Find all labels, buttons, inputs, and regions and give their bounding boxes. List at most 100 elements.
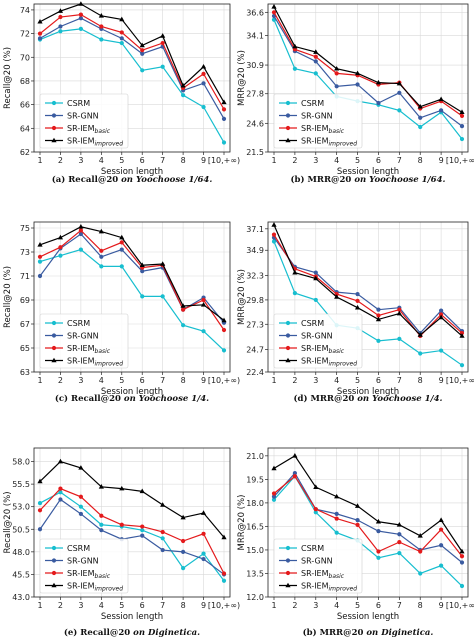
x-tick-label: 4 [334, 156, 339, 165]
x-tick-label: 7 [160, 156, 165, 165]
y-tick-label: 34.1 [246, 31, 264, 40]
data-point [313, 49, 319, 54]
data-point [375, 518, 382, 524]
data-point [37, 36, 43, 41]
legend-entry: SR-IEMbasic [301, 344, 345, 355]
y-tick-label: 64 [20, 124, 30, 133]
y-tick-label: 62 [20, 148, 30, 157]
legend-entry: SR-IEMbasic [67, 569, 111, 580]
data-point [181, 538, 186, 544]
y-tick-label: 21.5 [246, 148, 264, 157]
series-line-SR-IEMimproved [39, 226, 225, 321]
caption-part: (e) [64, 627, 80, 638]
data-point [181, 307, 186, 312]
data-point [37, 273, 43, 279]
y-tick-label: 37.1 [246, 225, 264, 234]
x-tick-label: 5 [119, 601, 124, 610]
data-point [376, 549, 381, 554]
data-point [271, 232, 277, 237]
x-tick-label: 4 [99, 156, 104, 165]
legend-swatch-marker [285, 320, 291, 326]
legend-entry-subscript: improved [95, 361, 124, 368]
data-point [271, 222, 277, 227]
x-axis-label: Session length [337, 167, 399, 177]
legend-swatch-marker [51, 320, 57, 326]
plot-frame [33, 447, 231, 598]
legend-swatch-marker [51, 570, 57, 576]
x-tick-label: 5 [355, 376, 360, 385]
data-point [99, 24, 104, 29]
data-point [396, 310, 402, 316]
legend-entry: SR-IEMimproved [301, 357, 357, 368]
caption-part: (d) [293, 393, 310, 404]
y-tick-label: 16.5 [246, 522, 264, 531]
data-point [140, 533, 145, 538]
data-point [292, 43, 298, 49]
legend-box [273, 93, 363, 149]
x-tick-label: 5 [355, 156, 360, 165]
legend-entry: CSRM [301, 99, 324, 108]
x-tick-label: 3 [313, 156, 318, 165]
caption-part: Yoochoose 1/64. [136, 175, 212, 185]
data-point [140, 48, 145, 53]
x-tick-label: 6 [376, 156, 381, 165]
data-point [58, 497, 63, 502]
data-point [160, 502, 166, 507]
data-point [180, 303, 186, 308]
legend-entry: SR-IEMimproved [67, 137, 123, 148]
data-point [459, 109, 465, 115]
x-tick-label: 4 [334, 376, 339, 385]
data-point [99, 522, 104, 527]
caption-part: Recall@20 [68, 175, 121, 185]
x-tick-label: 3 [78, 156, 83, 165]
data-point [37, 508, 43, 513]
data-point [119, 485, 125, 491]
data-point [397, 336, 402, 341]
caption-part: Recall@20 [71, 394, 124, 404]
data-point [438, 517, 444, 522]
legend: CSRM SR-GNN SR-IEMbasic SR-IEMimproved [273, 313, 363, 369]
y-tick-label: 65 [20, 344, 30, 353]
data-point [160, 261, 166, 266]
data-point [334, 294, 340, 299]
x-tick-label: 7 [160, 601, 165, 610]
data-point [99, 248, 104, 253]
legend-box [39, 313, 129, 369]
data-point [201, 71, 206, 76]
data-point [292, 66, 297, 71]
legend-entry: SR-GNN [301, 557, 333, 566]
y-axis-label: MRR@20 (%) [237, 50, 247, 106]
caption-part: on [354, 175, 369, 185]
legend-entry-subscript: basic [329, 573, 345, 580]
series-line-CSRM [39, 491, 225, 582]
series-line-SR-GNN [273, 15, 463, 127]
x-tick-label: 7 [397, 156, 402, 165]
panel-caption: (b) MRR@20 on Diginetica. [303, 627, 434, 638]
caption-part: on [357, 394, 372, 404]
data-point [58, 29, 63, 34]
data-point [37, 242, 43, 247]
y-tick-label: 74 [20, 6, 30, 15]
y-tick-label: 32.3 [246, 272, 264, 281]
x-tick-label: 4 [334, 601, 339, 610]
x-tick-label: 3 [313, 376, 318, 385]
y-tick-label: 58.0 [12, 458, 30, 467]
data-point [160, 547, 165, 553]
data-point [271, 239, 277, 244]
data-point [98, 484, 104, 489]
y-tick-label: 22.4 [246, 368, 264, 377]
data-point [78, 12, 83, 17]
y-tick-label: 43.0 [12, 593, 30, 602]
plot-frame [33, 221, 231, 373]
data-point [439, 308, 444, 313]
data-point [140, 269, 145, 274]
series-line-SR-GNN [39, 498, 225, 575]
data-point [99, 254, 104, 259]
y-tick-label: 63 [20, 368, 30, 377]
data-point [98, 228, 104, 234]
data-point [58, 14, 63, 20]
y-tick-label: 21.0 [246, 452, 264, 461]
x-tick-label: [10,+∞) [208, 601, 240, 610]
y-tick-label: 50.5 [12, 525, 30, 534]
